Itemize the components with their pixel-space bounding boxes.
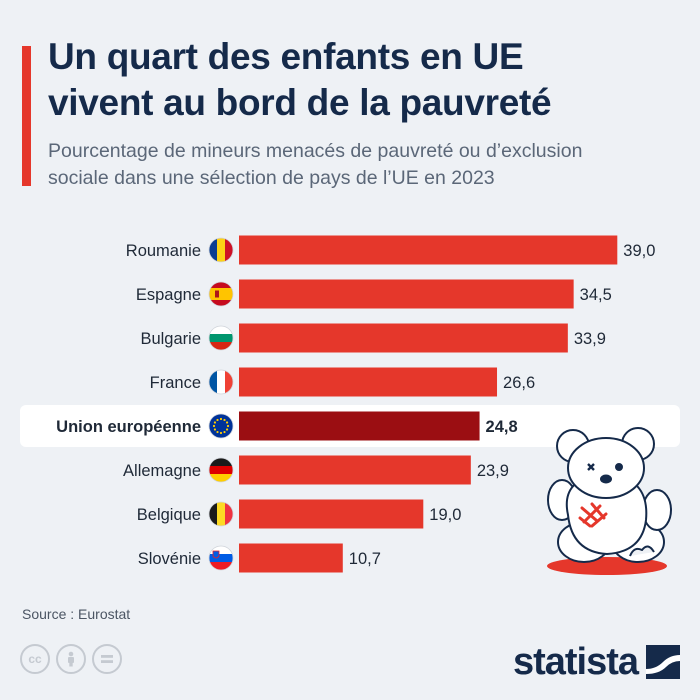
category-label: Bulgarie xyxy=(140,330,201,348)
germany-flag-icon xyxy=(208,457,234,483)
brand-wordmark: statista xyxy=(512,641,639,683)
category-label: Slovénie xyxy=(138,550,201,568)
value-label: 34,5 xyxy=(580,286,612,304)
value-label: 23,9 xyxy=(477,462,509,480)
category-label: France xyxy=(150,374,201,392)
bar xyxy=(239,499,424,529)
statista-logo-icon xyxy=(646,645,680,679)
page-title: Un quart des enfants en UE vivent au bor… xyxy=(48,34,688,126)
page-subtitle: Pourcentage de mineurs menacés de pauvre… xyxy=(48,138,693,192)
value-label: 10,7 xyxy=(349,550,381,568)
belgium-flag-icon xyxy=(208,501,234,527)
value-label: 24,8 xyxy=(486,418,518,436)
category-label: Union européenne xyxy=(56,418,201,436)
bar-chart: Roumanie 39,0 Espagne 34,5 Bulgarie 33,9 Franc… xyxy=(20,235,680,575)
cc-icon[interactable]: cc xyxy=(20,644,50,674)
category-label: Roumanie xyxy=(126,242,201,260)
france-flag-icon xyxy=(208,369,234,395)
bar-row: Belgique 19,0 xyxy=(137,499,461,529)
bar-row: Slovénie 10,7 xyxy=(138,543,381,573)
category-label: Allemagne xyxy=(123,462,201,480)
subtitle-line-1: Pourcentage de mineurs menacés de pauvre… xyxy=(48,140,583,162)
bar xyxy=(239,367,498,397)
title-accent-bar xyxy=(22,46,31,186)
bar-row: Bulgarie 33,9 xyxy=(140,323,606,353)
bar-row: Union européenne 24,8 xyxy=(20,405,680,447)
spain-flag-icon xyxy=(208,281,234,307)
romania-flag-icon xyxy=(208,237,234,263)
value-label: 33,9 xyxy=(574,330,606,348)
category-label: Espagne xyxy=(136,286,201,304)
bar-row: Roumanie 39,0 xyxy=(126,235,655,265)
bar xyxy=(239,411,480,441)
subtitle-line-2: sociale dans une sélection de pays de l’… xyxy=(48,167,495,189)
value-label: 39,0 xyxy=(623,242,655,260)
bulgaria-flag-icon xyxy=(208,325,234,351)
bar-row: Allemagne 23,9 xyxy=(123,455,509,485)
statista-brand[interactable]: statista xyxy=(513,642,680,682)
bar xyxy=(239,323,568,353)
bar xyxy=(239,543,343,573)
license-icons: cc xyxy=(20,644,122,674)
bar xyxy=(239,455,471,485)
bar-row: Espagne 34,5 xyxy=(136,279,612,309)
bar xyxy=(239,235,618,265)
attribution-icon[interactable] xyxy=(56,644,86,674)
source-note: Source : Eurostat xyxy=(22,606,131,622)
teddy-bear-illustration xyxy=(547,427,672,575)
no-derivatives-icon[interactable] xyxy=(92,644,122,674)
title-line-2: vivent au bord de la pauvreté xyxy=(48,82,552,123)
bar xyxy=(239,279,574,309)
eu-flag-icon xyxy=(208,413,234,439)
value-label: 26,6 xyxy=(503,374,535,392)
value-label: 19,0 xyxy=(429,506,461,524)
title-line-1: Un quart des enfants en UE xyxy=(48,36,524,77)
category-label: Belgique xyxy=(137,506,201,524)
bar-row: France 26,6 xyxy=(150,367,535,397)
slovenia-flag-icon xyxy=(208,545,234,571)
